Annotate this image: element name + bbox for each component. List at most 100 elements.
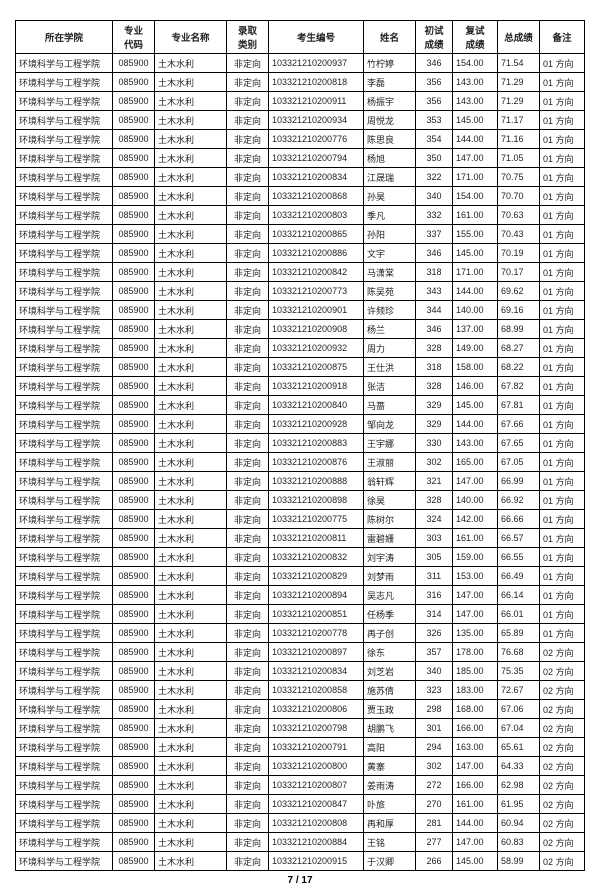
cell: 胡鹏飞 <box>364 719 416 738</box>
cell: 103321210200808 <box>269 814 364 833</box>
cell: 103321210200865 <box>269 225 364 244</box>
cell: 土木水利 <box>155 339 227 358</box>
cell: 01 方向 <box>540 92 585 111</box>
cell: 01 方向 <box>540 453 585 472</box>
cell: 贾玉政 <box>364 700 416 719</box>
cell: 非定向 <box>227 168 269 187</box>
cell: 085900 <box>113 111 155 130</box>
cell: 01 方向 <box>540 320 585 339</box>
cell: 环境科学与工程学院 <box>16 339 113 358</box>
cell: 085900 <box>113 168 155 187</box>
cell: 281 <box>416 814 453 833</box>
cell: 085900 <box>113 662 155 681</box>
cell: 环境科学与工程学院 <box>16 130 113 149</box>
cell: 黄寨 <box>364 757 416 776</box>
cell: 01 方向 <box>540 111 585 130</box>
cell: 66.55 <box>498 548 540 567</box>
cell: 非定向 <box>227 377 269 396</box>
col-header-9: 备注 <box>540 21 585 54</box>
cell: 土木水利 <box>155 206 227 225</box>
cell: 316 <box>416 586 453 605</box>
cell: 168.00 <box>453 700 498 719</box>
cell: 103321210200937 <box>269 54 364 73</box>
cell: 环境科学与工程学院 <box>16 700 113 719</box>
cell: 非定向 <box>227 339 269 358</box>
cell: 330 <box>416 434 453 453</box>
cell: 环境科学与工程学院 <box>16 92 113 111</box>
cell: 147.00 <box>453 586 498 605</box>
cell: 103321210200778 <box>269 624 364 643</box>
cell: 02 方向 <box>540 681 585 700</box>
cell: 303 <box>416 529 453 548</box>
cell: 02 方向 <box>540 795 585 814</box>
cell: 085900 <box>113 795 155 814</box>
cell: 土木水利 <box>155 187 227 206</box>
cell: 294 <box>416 738 453 757</box>
cell: 171.00 <box>453 263 498 282</box>
cell: 085900 <box>113 738 155 757</box>
table-row: 环境科学与工程学院085900土木水利非定向103321210200776陈思良… <box>16 130 585 149</box>
cell: 085900 <box>113 453 155 472</box>
cell: 非定向 <box>227 54 269 73</box>
cell: 137.00 <box>453 320 498 339</box>
cell: 66.01 <box>498 605 540 624</box>
cell: 环境科学与工程学院 <box>16 168 113 187</box>
cell: 103321210200803 <box>269 206 364 225</box>
cell: 65.61 <box>498 738 540 757</box>
cell: 155.00 <box>453 225 498 244</box>
cell: 085900 <box>113 206 155 225</box>
table-row: 环境科学与工程学院085900土木水利非定向103321210200897徐东3… <box>16 643 585 662</box>
cell: 178.00 <box>453 643 498 662</box>
table-row: 环境科学与工程学院085900土木水利非定向103321210200937竹柠婷… <box>16 54 585 73</box>
cell: 085900 <box>113 263 155 282</box>
table-row: 环境科学与工程学院085900土木水利非定向103321210200865孙阳3… <box>16 225 585 244</box>
cell: 杨旭 <box>364 149 416 168</box>
table-row: 环境科学与工程学院085900土木水利非定向103321210200928邹向龙… <box>16 415 585 434</box>
cell: 01 方向 <box>540 548 585 567</box>
cell: 01 方向 <box>540 73 585 92</box>
cell: 非定向 <box>227 700 269 719</box>
cell: 103321210200829 <box>269 567 364 586</box>
cell: 145.00 <box>453 244 498 263</box>
cell: 324 <box>416 510 453 529</box>
cell: 350 <box>416 149 453 168</box>
cell: 318 <box>416 263 453 282</box>
cell: 环境科学与工程学院 <box>16 301 113 320</box>
cell: 周悦龙 <box>364 111 416 130</box>
cell: 土木水利 <box>155 472 227 491</box>
cell: 王仕洪 <box>364 358 416 377</box>
cell: 02 方向 <box>540 700 585 719</box>
table-row: 环境科学与工程学院085900土木水利非定向103321210200932周力3… <box>16 339 585 358</box>
cell: 环境科学与工程学院 <box>16 624 113 643</box>
cell: 147.00 <box>453 472 498 491</box>
cell: 非定向 <box>227 586 269 605</box>
cell: 非定向 <box>227 605 269 624</box>
cell: 085900 <box>113 586 155 605</box>
cell: 103321210200928 <box>269 415 364 434</box>
cell: 085900 <box>113 605 155 624</box>
cell: 非定向 <box>227 529 269 548</box>
cell: 土木水利 <box>155 852 227 871</box>
cell: 环境科学与工程学院 <box>16 225 113 244</box>
cell: 356 <box>416 92 453 111</box>
cell: 346 <box>416 54 453 73</box>
table-row: 环境科学与工程学院085900土木水利非定向103321210200834刘芝岩… <box>16 662 585 681</box>
cell: 于汉卿 <box>364 852 416 871</box>
cell: 非定向 <box>227 662 269 681</box>
cell: 01 方向 <box>540 54 585 73</box>
cell: 103321210200775 <box>269 510 364 529</box>
cell: 277 <box>416 833 453 852</box>
cell: 085900 <box>113 92 155 111</box>
cell: 环境科学与工程学院 <box>16 282 113 301</box>
cell: 非定向 <box>227 396 269 415</box>
cell: 01 方向 <box>540 396 585 415</box>
cell: 土木水利 <box>155 415 227 434</box>
cell: 66.66 <box>498 510 540 529</box>
cell: 140.00 <box>453 301 498 320</box>
cell: 非定向 <box>227 111 269 130</box>
table-row: 环境科学与工程学院085900土木水利非定向103321210200858施苏倩… <box>16 681 585 700</box>
cell: 149.00 <box>453 339 498 358</box>
cell: 02 方向 <box>540 662 585 681</box>
cell: 085900 <box>113 548 155 567</box>
cell: 杨兰 <box>364 320 416 339</box>
